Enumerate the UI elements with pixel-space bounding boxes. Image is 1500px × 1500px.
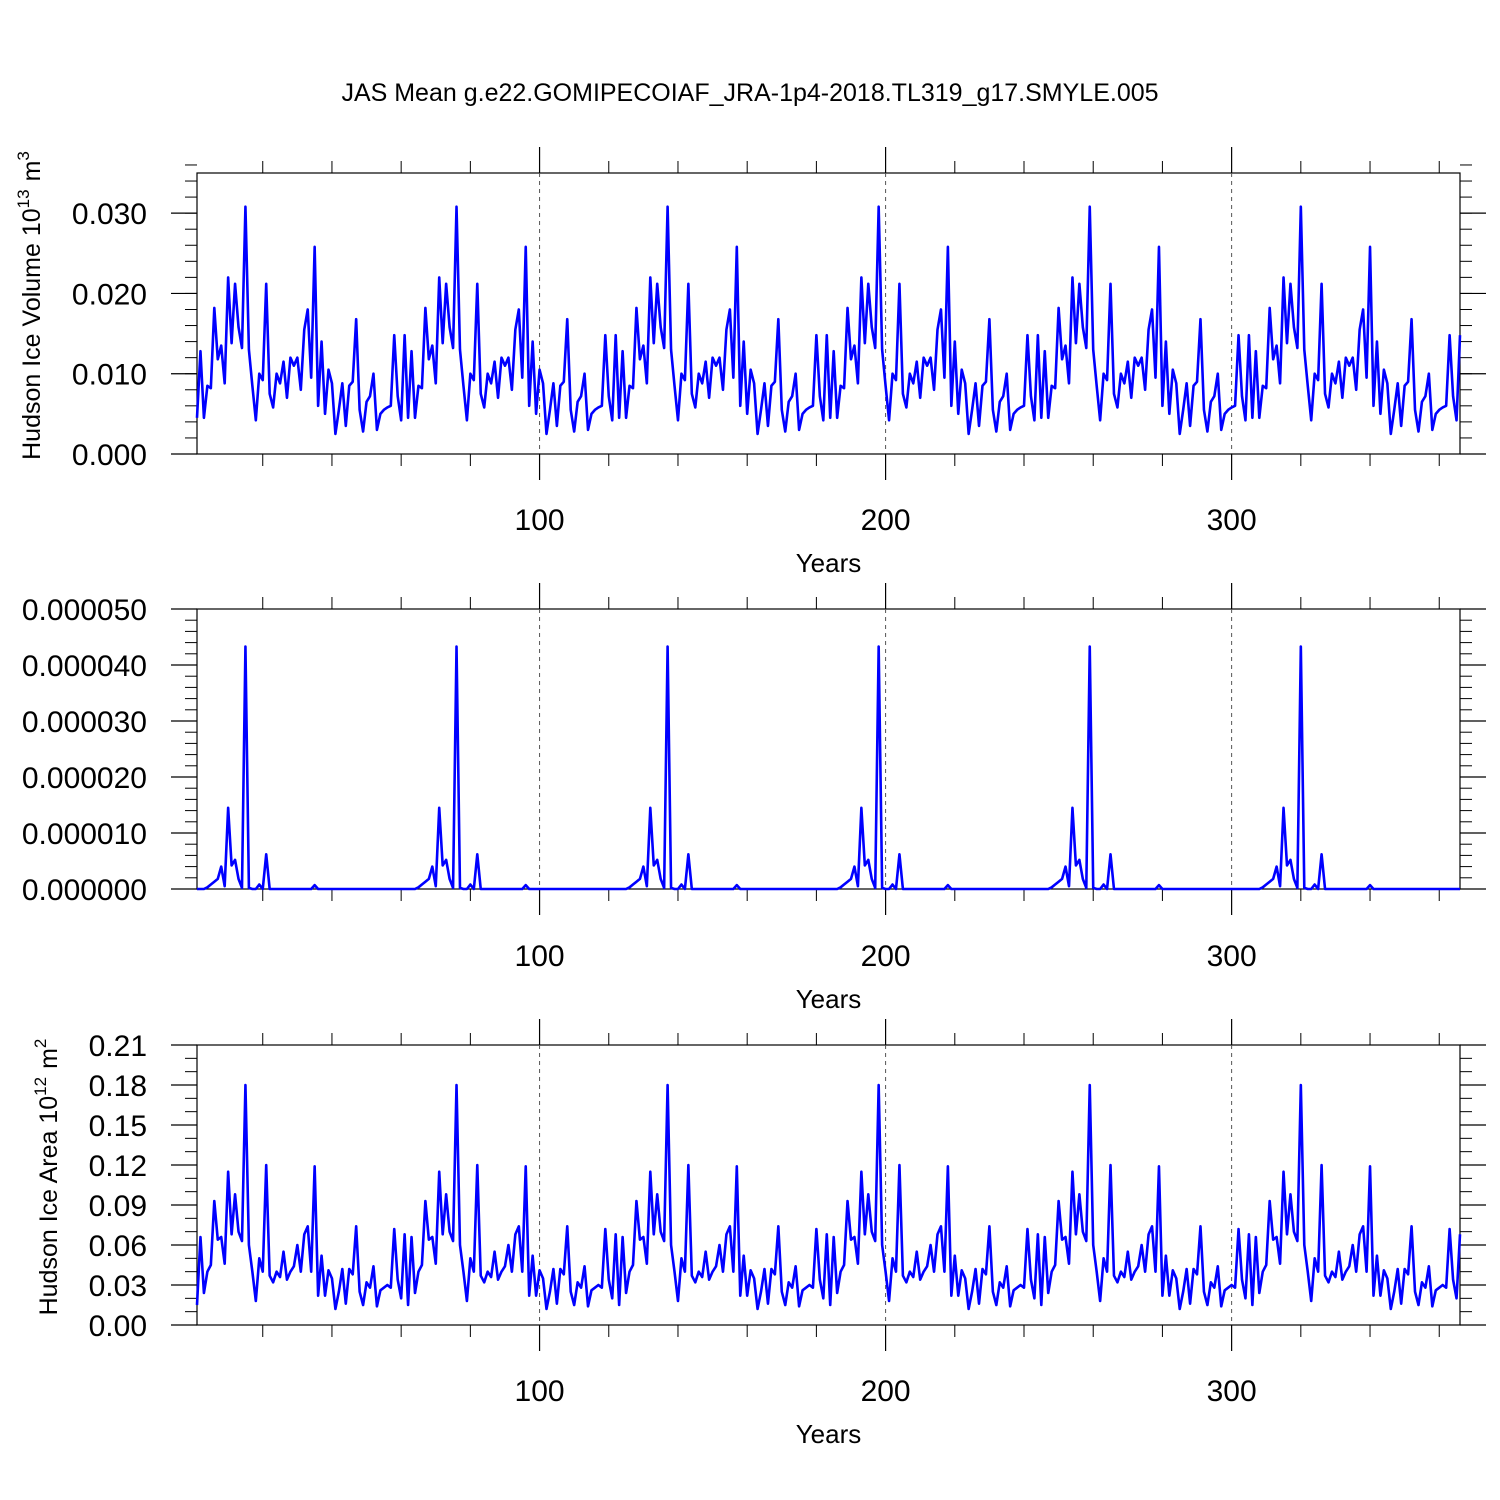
y-axis-label-exponent: 12 xyxy=(31,1077,50,1096)
x-tick-label: 100 xyxy=(515,940,565,973)
y-tick-label: 0.030 xyxy=(72,198,147,231)
y-axis-label: Hudson Ice Area 1012 m2 xyxy=(31,1039,63,1316)
y-axis-label-exponent: 13 xyxy=(14,189,33,208)
series-line xyxy=(197,645,1460,891)
y-tick-label: 0.000000 xyxy=(22,874,147,907)
x-axis-label: Years xyxy=(796,1419,862,1449)
y-tick-label: 0.00 xyxy=(89,1310,147,1343)
figure-title: JAS Mean g.e22.GOMIPECOIAF_JRA-1p4-2018.… xyxy=(341,79,1158,107)
x-tick-label: 200 xyxy=(861,504,911,537)
y-tick-label: 0.000040 xyxy=(22,650,147,683)
x-axis-label: Years xyxy=(796,548,862,578)
y-tick-label: 0.18 xyxy=(89,1070,147,1103)
y-tick-label: 0.12 xyxy=(89,1150,147,1183)
y-tick-label: 0.000050 xyxy=(22,594,147,627)
x-tick-label: 200 xyxy=(861,940,911,973)
y-tick-label: 0.09 xyxy=(89,1190,147,1223)
y-axis-label-text: Hudson Ice Volume 10 xyxy=(18,208,46,460)
y-axis-label-text: Hudson Ice Area 10 xyxy=(35,1096,63,1316)
y-tick-label: 0.15 xyxy=(89,1110,147,1143)
y-tick-label: 0.010 xyxy=(72,359,147,392)
x-tick-label: 200 xyxy=(861,1375,911,1408)
y-tick-label: 0.000010 xyxy=(22,818,147,851)
ice-area-panel: 100 200 300 0.00 0.03 0.06 0.09 0.12 0.15 0.18 0.2… xyxy=(31,1019,1486,1449)
x-tick-label: 300 xyxy=(1207,504,1257,537)
x-tick-label: 300 xyxy=(1207,940,1257,973)
y-axis-label-unit: m xyxy=(35,1048,63,1069)
y-axis-label-unit-exponent: 3 xyxy=(14,151,33,160)
x-axis-label: Years xyxy=(796,984,862,1014)
y-tick-label: 0.000020 xyxy=(22,762,147,795)
plot-frame xyxy=(196,1044,1461,1326)
plot-frame xyxy=(196,172,1461,455)
x-tick-label: 300 xyxy=(1207,1375,1257,1408)
y-axis-label-unit: m xyxy=(18,161,46,182)
unlabeled-panel: 100 200 300 0.000000 0.000010 0.000020 0.00003… xyxy=(22,583,1486,1014)
y-axis-label: Hudson Ice Volume 1013 m3 xyxy=(14,151,46,460)
x-tick-label: 100 xyxy=(515,504,565,537)
y-tick-label: 0.000 xyxy=(72,439,147,472)
y-tick-label: 0.21 xyxy=(89,1030,147,1063)
x-tick-label: 100 xyxy=(515,1375,565,1408)
series-line xyxy=(195,205,1462,436)
series-line xyxy=(195,1083,1462,1311)
y-tick-label: 0.000030 xyxy=(22,706,147,739)
y-tick-label: 0.03 xyxy=(89,1270,147,1303)
y-tick-label: 0.06 xyxy=(89,1230,147,1263)
y-tick-label: 0.020 xyxy=(72,278,147,311)
y-axis-label-unit-exponent: 2 xyxy=(31,1039,50,1048)
ice-volume-panel: 100 200 300 0.000 0.010 0.020 0.030 Years Hudson… xyxy=(14,147,1486,578)
